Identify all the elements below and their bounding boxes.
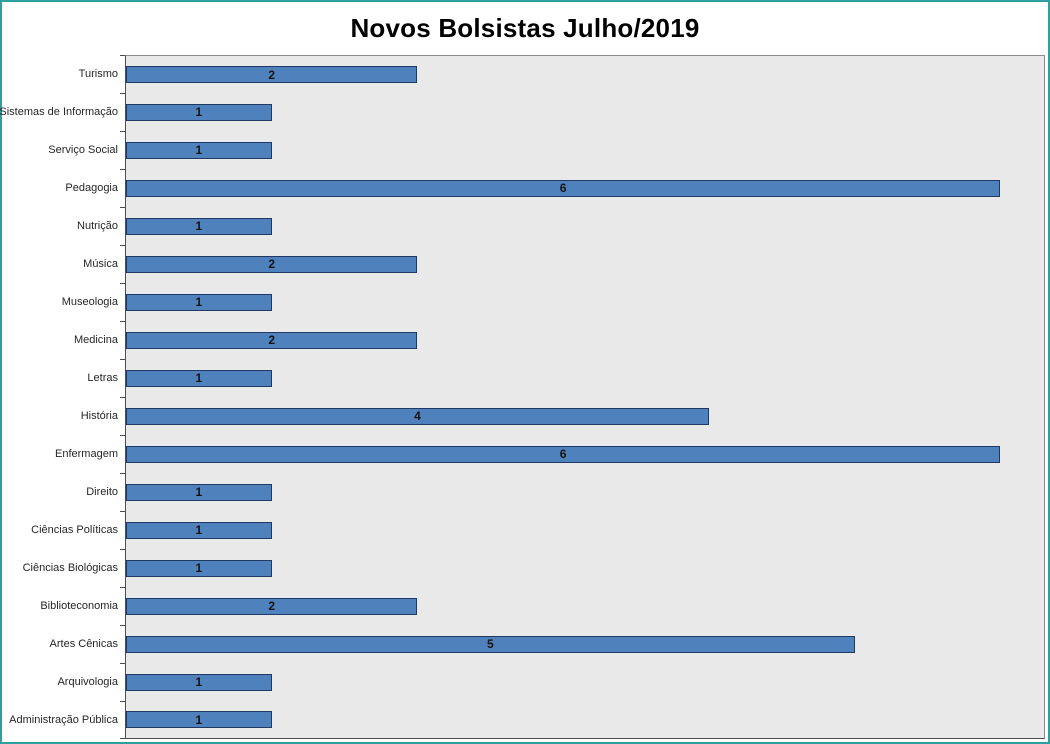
chart-row: Sistemas de Informação 1 [0, 93, 1045, 131]
category-label: Ciências Biológicas [2, 549, 125, 587]
value-label: 1 [195, 561, 203, 575]
value-label: 2 [268, 333, 276, 347]
chart-row: Nutrição 1 [2, 207, 1045, 245]
value-label: 5 [486, 637, 494, 651]
bar-track: 1 [125, 93, 1045, 131]
bar: 6 [126, 179, 1001, 197]
bar: 2 [126, 255, 418, 273]
chart-row: Música 2 [2, 245, 1045, 283]
bar: 1 [126, 141, 272, 159]
value-label: 1 [195, 485, 203, 499]
chart-row: História 4 [2, 397, 1045, 435]
bar-track: 2 [125, 321, 1045, 359]
category-label: Música [2, 245, 125, 283]
bar-track: 1 [125, 701, 1045, 739]
category-label: Pedagogia [2, 169, 125, 207]
bar-track: 2 [125, 55, 1045, 93]
value-label: 1 [195, 523, 203, 537]
value-label: 1 [195, 219, 203, 233]
bar: 1 [126, 711, 272, 728]
chart-row: Letras 1 [2, 359, 1045, 397]
bar: 1 [126, 673, 272, 691]
chart-row: Artes Cênicas 5 [2, 625, 1045, 663]
chart-title: Novos Bolsistas Julho/2019 [350, 13, 700, 43]
bar: 1 [126, 217, 272, 235]
bar: 1 [126, 521, 272, 539]
value-label: 1 [195, 371, 203, 385]
bar: 1 [126, 103, 272, 121]
category-label: Museologia [2, 283, 125, 321]
bar-track: 1 [125, 207, 1045, 245]
category-label: Administração Pública [2, 701, 125, 739]
bar: 1 [126, 369, 272, 387]
chart-row: Biblioteconomia 2 [2, 587, 1045, 625]
category-label: Artes Cênicas [2, 625, 125, 663]
bar-track: 6 [125, 435, 1045, 473]
bar-track: 6 [125, 169, 1045, 207]
bar-track: 1 [125, 549, 1045, 587]
value-label: 2 [268, 257, 276, 271]
category-label: História [2, 397, 125, 435]
bar-track: 1 [125, 511, 1045, 549]
category-label: Biblioteconomia [2, 587, 125, 625]
value-label: 1 [195, 143, 203, 157]
bar-track: 1 [125, 663, 1045, 701]
bar: 1 [126, 293, 272, 311]
chart-row: Ciências Políticas 1 [2, 511, 1045, 549]
value-label: 1 [195, 712, 203, 727]
chart-row: Medicina 2 [2, 321, 1045, 359]
bar: 1 [126, 483, 272, 501]
chart-row: Enfermagem 6 [2, 435, 1045, 473]
value-label: 1 [195, 105, 203, 119]
chart-row: Museologia 1 [2, 283, 1045, 321]
bar-track: 1 [125, 359, 1045, 397]
bar-track: 1 [125, 473, 1045, 511]
category-label: Letras [2, 359, 125, 397]
bar: 5 [126, 635, 855, 653]
value-label: 2 [268, 67, 276, 82]
category-label: Nutrição [2, 207, 125, 245]
bar-track: 1 [125, 283, 1045, 321]
chart-row: Pedagogia 6 [2, 169, 1045, 207]
bar-track: 2 [125, 587, 1045, 625]
bar-track: 5 [125, 625, 1045, 663]
bar: 2 [126, 331, 418, 349]
chart-row: Serviço Social 1 [2, 131, 1045, 169]
value-label: 6 [559, 181, 567, 195]
category-label: Medicina [2, 321, 125, 359]
value-label: 2 [268, 599, 276, 613]
chart-row: Ciências Biológicas 1 [2, 549, 1045, 587]
category-label: Turismo [2, 55, 125, 93]
chart-row: Administração Pública 1 [2, 701, 1045, 739]
chart-row: Turismo 2 [2, 55, 1045, 93]
chart-row: Arquivologia 1 [2, 663, 1045, 701]
category-label: Direito [2, 473, 125, 511]
category-label: Serviço Social [2, 131, 125, 169]
chart-row: Direito 1 [2, 473, 1045, 511]
category-label: Sistemas de Informação [0, 93, 125, 131]
category-label: Ciências Políticas [2, 511, 125, 549]
bar-track: 1 [125, 131, 1045, 169]
plot-area: Turismo 2 Sistemas de Informação 1 Servi… [0, 55, 1045, 739]
bar: 6 [126, 445, 1001, 463]
value-label: 6 [559, 447, 567, 461]
bar: 4 [126, 407, 709, 425]
value-label: 4 [414, 409, 421, 423]
bar: 2 [126, 66, 418, 83]
value-label: 1 [195, 295, 203, 309]
bar: 2 [126, 597, 418, 615]
bar-track: 4 [125, 397, 1045, 435]
value-label: 1 [195, 675, 203, 689]
category-label: Arquivologia [2, 663, 125, 701]
bar-track: 2 [125, 245, 1045, 283]
category-label: Enfermagem [2, 435, 125, 473]
bar: 1 [126, 559, 272, 577]
chart-body: Turismo 2 Sistemas de Informação 1 Servi… [0, 55, 1048, 742]
